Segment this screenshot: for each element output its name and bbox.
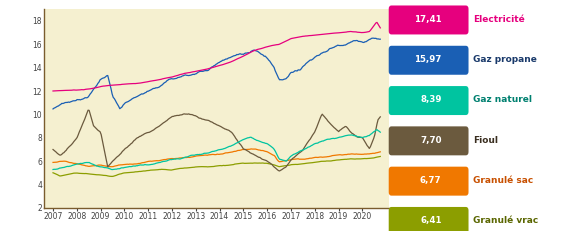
Text: 7,70: 7,70 bbox=[420, 136, 441, 145]
Text: Gaz naturel: Gaz naturel bbox=[473, 95, 532, 104]
Text: Granulé sac: Granulé sac bbox=[473, 176, 534, 185]
Text: 6,77: 6,77 bbox=[420, 176, 441, 185]
FancyBboxPatch shape bbox=[389, 207, 469, 231]
Text: Electricité: Electricité bbox=[473, 15, 525, 24]
FancyBboxPatch shape bbox=[389, 46, 469, 75]
Text: Granulé vrac: Granulé vrac bbox=[473, 216, 538, 225]
FancyBboxPatch shape bbox=[389, 6, 469, 34]
Text: 6,41: 6,41 bbox=[420, 216, 441, 225]
Text: Gaz propane: Gaz propane bbox=[473, 55, 537, 64]
Text: Fioul: Fioul bbox=[473, 136, 498, 145]
FancyBboxPatch shape bbox=[389, 126, 469, 155]
Text: 8,39: 8,39 bbox=[420, 95, 441, 104]
Text: 15,97: 15,97 bbox=[414, 55, 441, 64]
Text: 17,41: 17,41 bbox=[414, 15, 441, 24]
FancyBboxPatch shape bbox=[389, 86, 469, 115]
FancyBboxPatch shape bbox=[389, 167, 469, 196]
